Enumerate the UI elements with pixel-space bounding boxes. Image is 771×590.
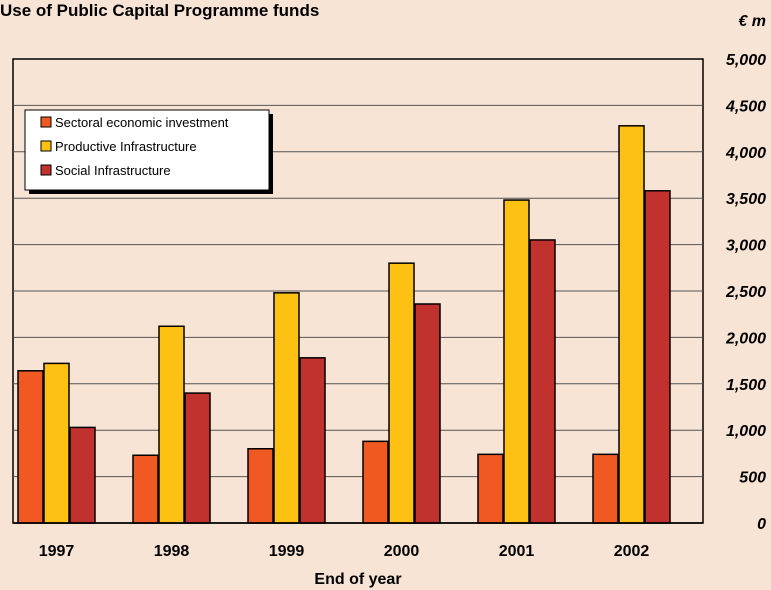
x-tick-labels: 1997 1998 1999 2000 2001 2002 [39,543,650,560]
y-tick-label: 4,000 [725,145,766,162]
unit-label: € m [738,13,766,30]
y-tick-label: 2,500 [725,284,766,301]
x-tick-label: 2001 [499,543,535,560]
y-tick-label: 2,000 [725,330,766,347]
y-tick-labels: 0 500 1,000 1,500 2,000 2,500 3,000 3,500 4,000 4… [725,52,766,533]
legend-swatch [40,164,52,176]
y-tick-label: 3,500 [726,191,766,208]
bar [644,190,671,524]
legend-entry: Social Infrastructure [55,163,171,178]
x-axis-label: End of year [314,571,401,588]
y-tick-label: 5,000 [726,52,766,69]
y-tick-label: 1,500 [726,377,766,394]
x-tick-label: 1998 [154,543,190,560]
bar [414,303,441,524]
chart-title: Use of Public Capital Programme funds [0,1,319,20]
bar [529,239,556,524]
x-tick-label: 1997 [39,543,75,560]
bar [17,370,44,524]
gridlines [13,104,703,478]
bar [247,448,274,524]
bar [43,362,70,524]
bar [477,453,504,524]
bar [503,199,530,524]
x-tick-label: 2002 [614,543,650,560]
bar [299,357,326,524]
bar [362,440,389,524]
bar [69,426,96,524]
y-tick-label: 3,000 [726,238,766,255]
bar [132,454,159,524]
bars [13,125,703,524]
legend-swatch [40,116,52,128]
x-tick-label: 2000 [384,543,420,560]
legend-swatch [40,140,52,152]
y-tick-label: 1,000 [726,423,766,440]
legend-entry: Sectoral economic investment [55,115,229,130]
bar [184,392,211,524]
y-tick-label: 4,500 [725,98,766,115]
legend: Sectoral economic investment Productive I… [24,109,273,194]
x-tick-label: 1999 [269,543,305,560]
y-tick-label: 500 [739,470,766,487]
bar [618,125,645,524]
legend-entry: Productive Infrastructure [55,139,197,154]
bar [592,453,619,524]
bar [158,325,185,524]
bar [388,262,415,524]
legend-box [24,109,270,191]
bar [273,292,300,524]
y-tick-label: 0 [757,516,766,533]
